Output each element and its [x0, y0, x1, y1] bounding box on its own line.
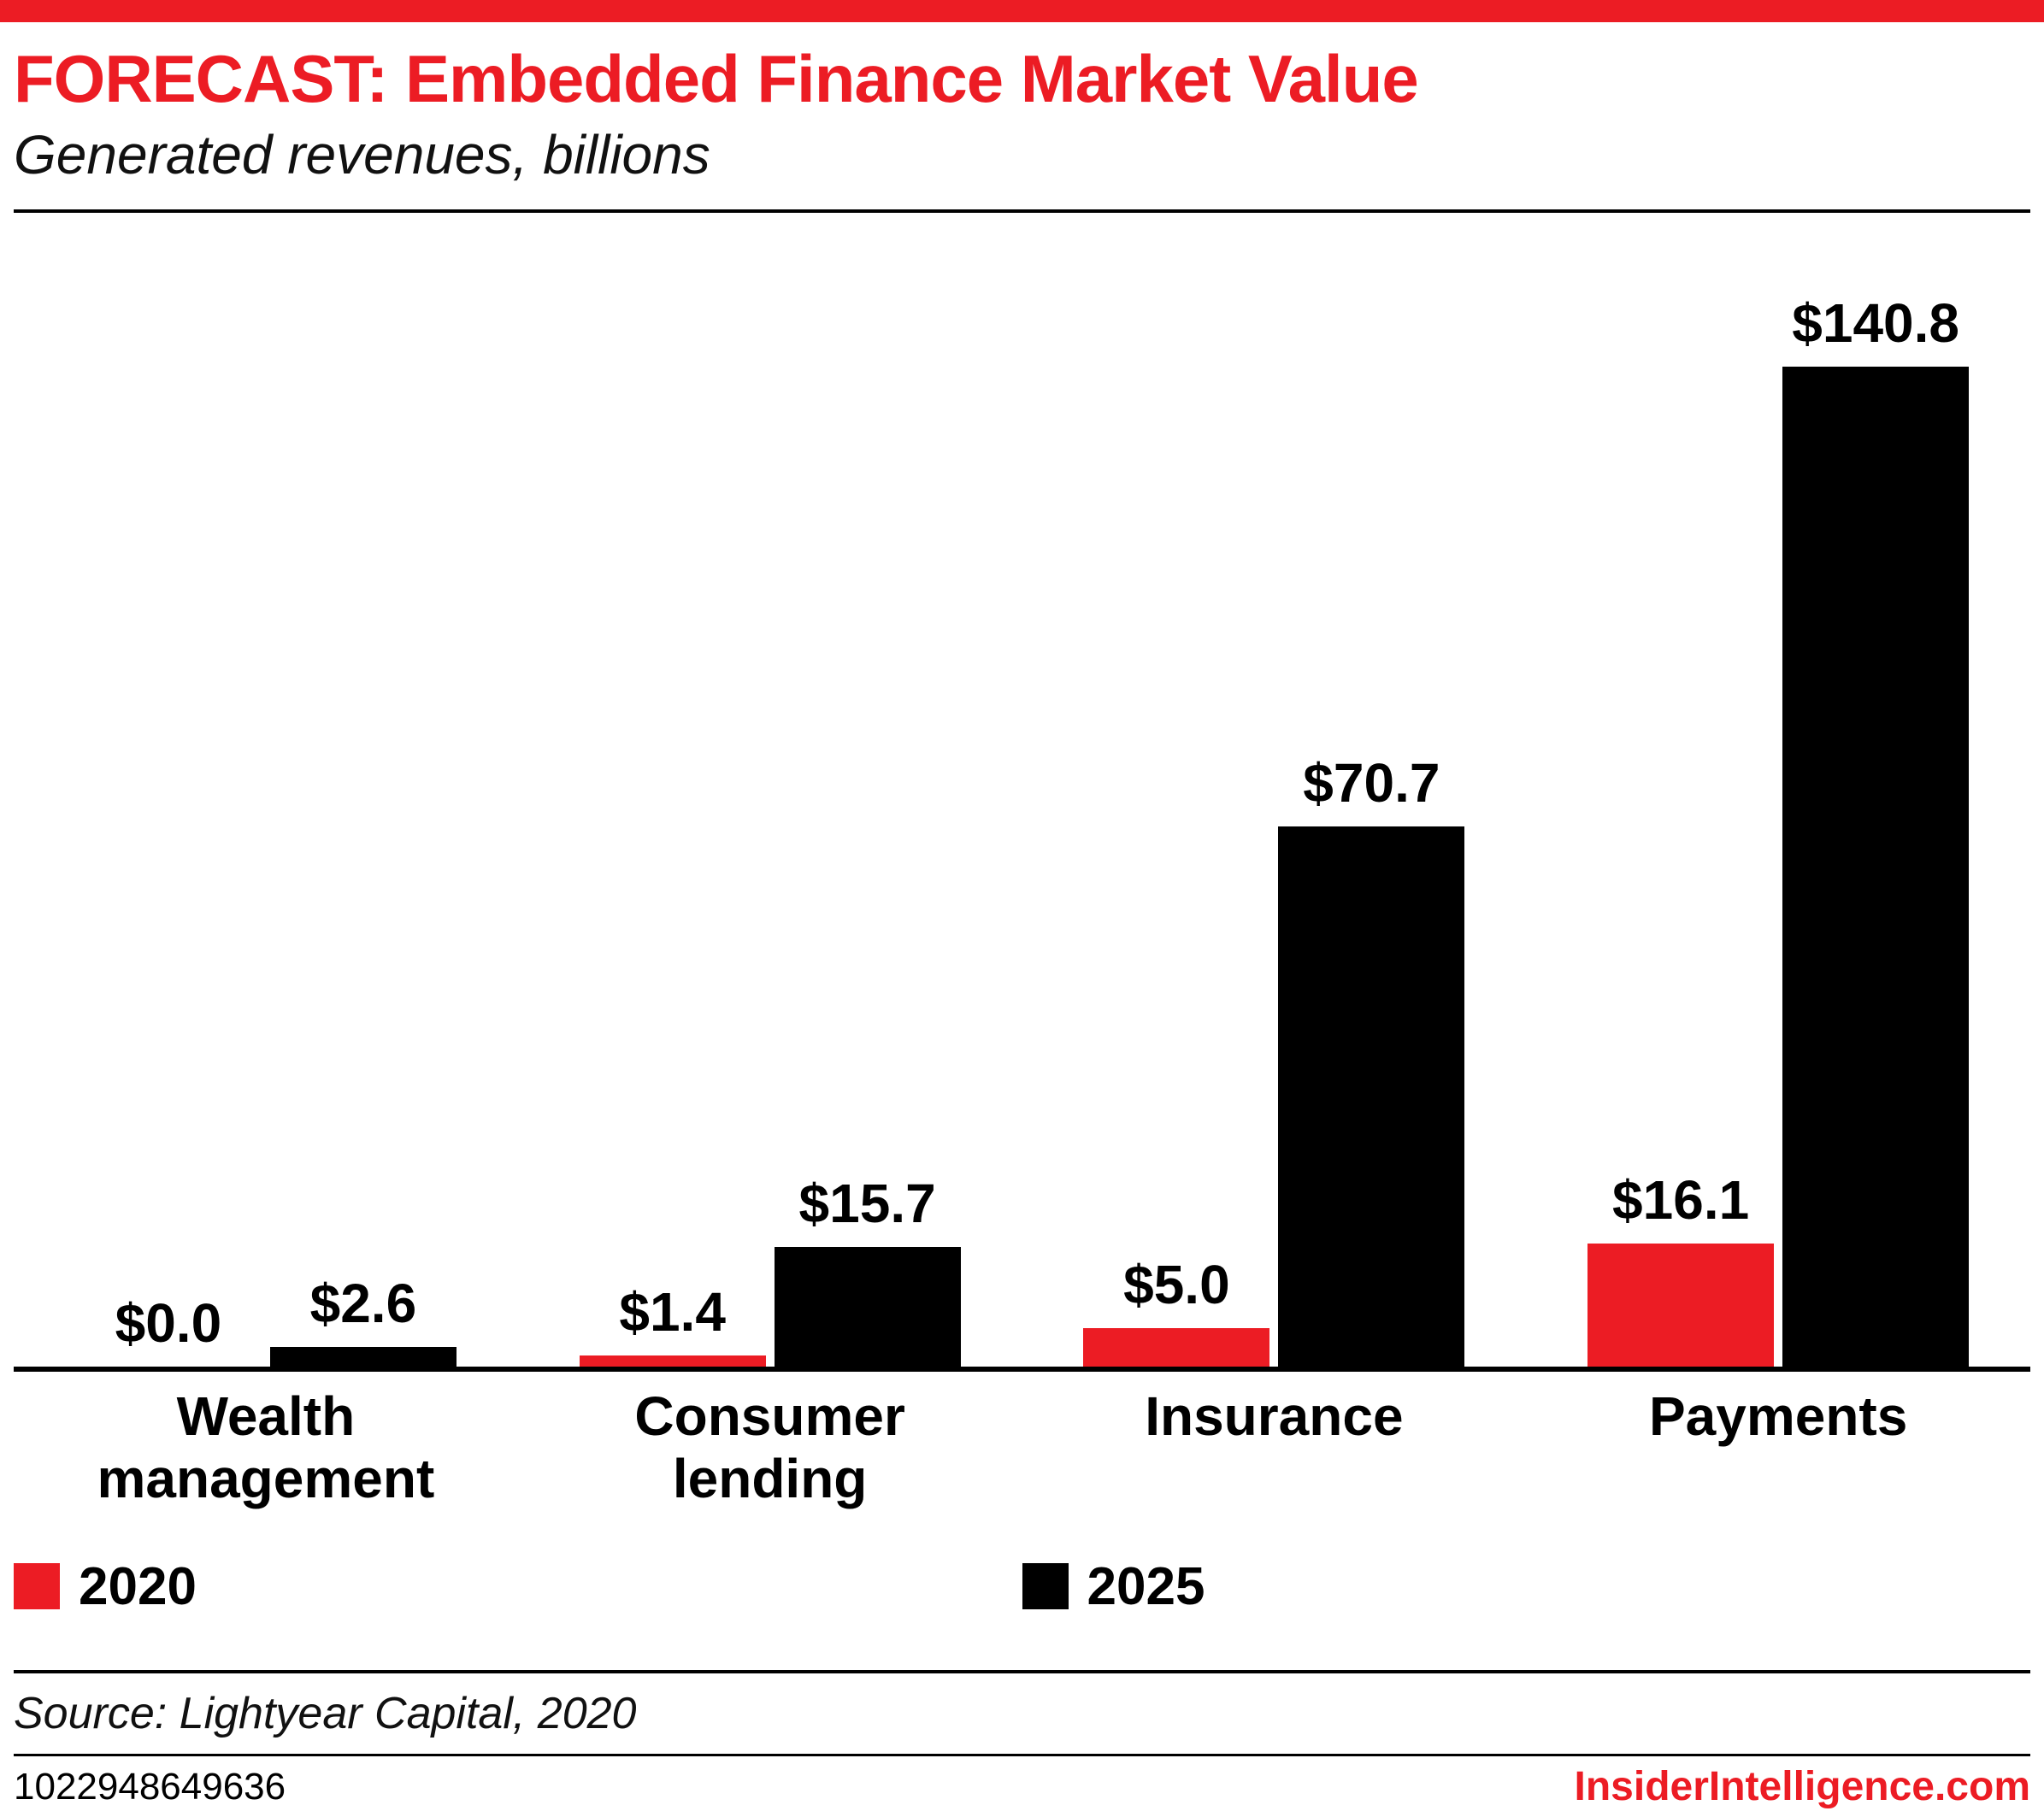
source-note: Source: Lightyear Capital, 2020	[14, 1688, 637, 1738]
category-label-wealth-management: Wealth management	[97, 1385, 435, 1510]
value-label-2020-wealth-management: $0.0	[115, 1291, 222, 1354]
chart-header: FORECAST: Embedded Finance Market Value …	[0, 43, 2044, 185]
plot-area: $0.0 $2.6 $1.4 $15.7 $5.0 $70.7 $16.1 $140.8	[14, 291, 2030, 1372]
legend: 2020 2025	[14, 1556, 2030, 1617]
value-label-2020-payments: $16.1	[1612, 1168, 1750, 1231]
footer: 1022948649636 InsiderIntelligence.com	[14, 1756, 2030, 1817]
value-label-2020-consumer-lending: $1.4	[619, 1280, 726, 1343]
category-cell-payments: Payments	[1526, 1385, 2030, 1449]
legend-item-2025: 2025	[1022, 1556, 2031, 1617]
bar-group-insurance: $5.0 $70.7	[1022, 291, 1527, 1367]
value-label-2025-insurance: $70.7	[1303, 751, 1440, 814]
bar-rect-2025-wealth-management	[269, 1346, 457, 1367]
value-label-2025-payments: $140.8	[1792, 291, 1959, 354]
legend-swatch-2020	[14, 1563, 60, 1610]
bar-rect-2020-insurance	[1083, 1327, 1270, 1367]
bar-2025-consumer-lending: $15.7	[774, 291, 961, 1367]
category-row: Wealth management Consumer lending Insuran…	[14, 1385, 2030, 1514]
category-cell-wealth-management: Wealth management	[14, 1385, 518, 1511]
value-label-2020-insurance: $5.0	[1123, 1253, 1230, 1315]
legend-swatch-2025	[1022, 1563, 1069, 1610]
value-label-2025-wealth-management: $2.6	[309, 1272, 417, 1334]
legend-label-2025: 2025	[1087, 1556, 1205, 1616]
footer-divider	[14, 1754, 2030, 1757]
bar-group-consumer-lending: $1.4 $15.7	[518, 291, 1022, 1367]
chart-subtitle: Generated revenues, billions	[14, 124, 710, 186]
legend-label-2020: 2020	[79, 1556, 197, 1616]
bar-group-payments: $16.1 $140.8	[1526, 291, 2030, 1367]
bar-2020-wealth-management: $0.0	[75, 291, 262, 1367]
header-divider	[14, 209, 2030, 213]
source-divider	[14, 1669, 2030, 1673]
value-label-2025-consumer-lending: $15.7	[798, 1172, 936, 1234]
bar-2025-payments: $140.8	[1782, 291, 1970, 1367]
brand-link: InsiderIntelligence.com	[1574, 1764, 2030, 1810]
top-accent-bar	[0, 0, 2044, 22]
chart-title: FORECAST: Embedded Finance Market Value	[14, 41, 1419, 116]
bar-2025-insurance: $70.7	[1278, 291, 1465, 1367]
category-label-consumer-lending: Consumer lending	[634, 1385, 905, 1510]
bar-rect-2020-payments	[1587, 1243, 1775, 1367]
bar-2020-insurance: $5.0	[1083, 291, 1270, 1367]
bar-2020-consumer-lending: $1.4	[579, 291, 766, 1367]
category-label-insurance: Insurance	[1145, 1385, 1404, 1447]
category-label-payments: Payments	[1648, 1385, 1908, 1447]
bar-rect-2025-consumer-lending	[774, 1246, 961, 1367]
bar-2020-payments: $16.1	[1587, 291, 1775, 1367]
chart-id: 1022948649636	[14, 1765, 286, 1808]
category-cell-insurance: Insurance	[1022, 1385, 1527, 1449]
category-cell-consumer-lending: Consumer lending	[518, 1385, 1022, 1511]
bar-rect-2025-payments	[1782, 366, 1970, 1367]
bar-rect-2020-consumer-lending	[579, 1355, 766, 1367]
bar-rect-2025-insurance	[1278, 826, 1465, 1367]
bar-group-wealth-management: $0.0 $2.6	[14, 291, 518, 1367]
bar-2025-wealth-management: $2.6	[269, 291, 457, 1367]
legend-item-2020: 2020	[14, 1556, 1022, 1617]
